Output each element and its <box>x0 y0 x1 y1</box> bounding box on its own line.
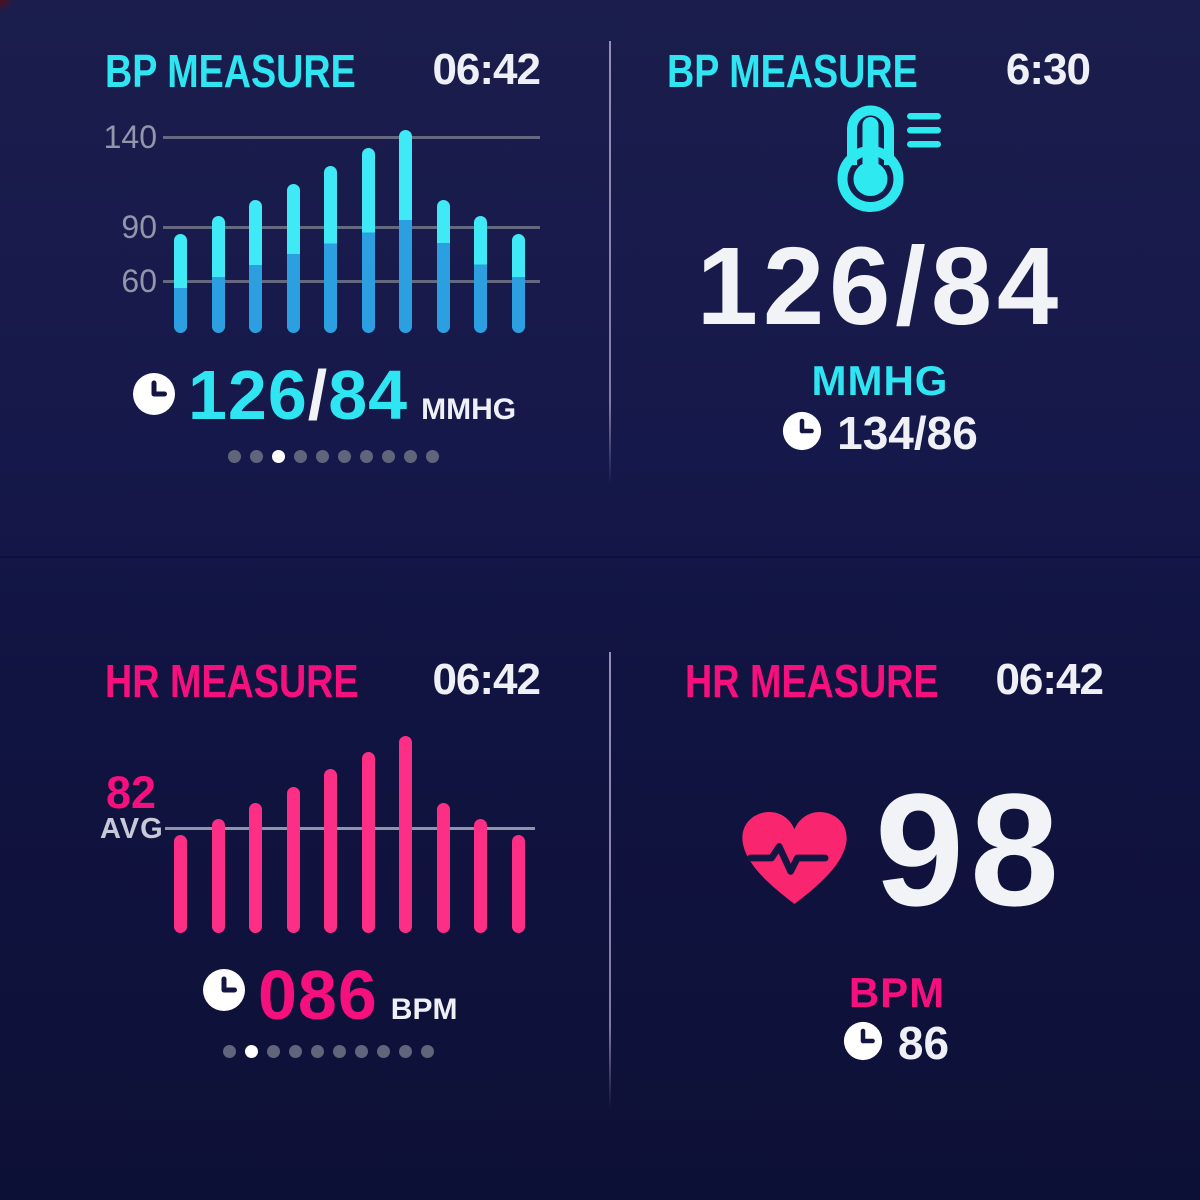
page-dot[interactable] <box>289 1045 302 1058</box>
axis-tick-label: 60 <box>121 263 157 299</box>
page-dot[interactable] <box>404 450 417 463</box>
pagination-dots[interactable] <box>228 450 439 463</box>
page-dot[interactable] <box>338 450 351 463</box>
panel-header: HR MEASURE 06:42 <box>640 655 1120 707</box>
hr-bar-chart <box>80 650 560 1190</box>
vertical-divider <box>609 652 611 1109</box>
hr-bar <box>324 768 338 933</box>
hr-reading-value: 086 <box>258 956 378 1034</box>
panel-time: 06:42 <box>432 655 541 704</box>
hr-unit-label: BPM <box>390 993 458 1026</box>
bp-history-panel: BP MEASURE 06:42 140 90 60 126/84 MMHG <box>80 40 560 580</box>
hr-bar <box>174 835 188 933</box>
hr-bar <box>249 802 263 933</box>
panel-title: HR MEASURE <box>685 655 939 707</box>
avg-value: 82 <box>105 767 157 818</box>
hr-bar <box>512 835 525 933</box>
page-dot[interactable] <box>267 1045 280 1058</box>
page-dot[interactable] <box>223 1045 236 1058</box>
hr-bar <box>211 819 225 933</box>
gridline <box>163 279 540 283</box>
avg-label: AVG <box>100 813 164 845</box>
axis-tick-label: 90 <box>121 209 157 245</box>
hr-history-panel: HR MEASURE 06:42 82 AVG 086 BPM <box>80 650 560 1190</box>
bp-bar <box>474 216 488 333</box>
hr-bar <box>286 786 300 933</box>
clock-icon <box>843 1021 883 1066</box>
page-dot[interactable] <box>382 450 395 463</box>
panel-title: BP MEASURE <box>667 45 918 97</box>
page-dot-active[interactable] <box>272 450 285 463</box>
photo-artifact <box>0 0 14 11</box>
previous-reading-row: 86 <box>656 1020 1136 1066</box>
panel-header: HR MEASURE 06:42 <box>80 655 560 707</box>
bp-unit-label: MMHG <box>421 393 517 426</box>
panel-time: 06:42 <box>432 45 541 94</box>
hr-bar <box>474 819 488 933</box>
panel-title: HR MEASURE <box>105 655 359 707</box>
page-dot[interactable] <box>399 1045 412 1058</box>
hr-current-panel: HR MEASURE 06:42 98 BPM 86 <box>640 650 1120 1190</box>
panel-time: 6:30 <box>1005 45 1091 94</box>
gridline <box>163 225 540 229</box>
bp-bar <box>324 165 338 333</box>
bp-bar <box>436 200 450 333</box>
bp-gauge-icon <box>834 103 944 218</box>
clock-icon <box>132 372 176 421</box>
hr-bar <box>399 736 413 933</box>
panel-time: 06:42 <box>995 655 1104 704</box>
previous-reading-row: 134/86 <box>640 410 1120 456</box>
bp-bar-chart: 140 90 60 <box>80 40 560 580</box>
gridline <box>163 135 540 139</box>
heart-pulse-icon <box>737 808 852 913</box>
hr-reading: 086 BPM <box>258 960 457 1030</box>
clock-icon <box>782 411 822 456</box>
clock-icon <box>202 968 246 1017</box>
bp-current-unit: MMHG <box>811 357 949 404</box>
previous-hr-value: 86 <box>897 1017 950 1069</box>
panel-header: BP MEASURE 6:30 <box>640 45 1120 97</box>
bp-bar <box>286 183 300 333</box>
bp-bar <box>512 234 525 333</box>
diastolic-value: 84 <box>328 356 409 434</box>
page-dot[interactable] <box>333 1045 346 1058</box>
page-dot[interactable] <box>316 450 329 463</box>
page-dot[interactable] <box>228 450 241 463</box>
bp-current-value: 126/84 <box>696 225 1064 348</box>
page-dot[interactable] <box>311 1045 324 1058</box>
bp-bar <box>211 216 225 333</box>
panel-title: BP MEASURE <box>105 45 356 97</box>
hr-current-unit: BPM <box>848 969 946 1016</box>
page-dot[interactable] <box>377 1045 390 1058</box>
bp-current-panel: BP MEASURE 6:30 126/84 MMHG <box>640 40 1120 580</box>
page-dot[interactable] <box>426 450 439 463</box>
hr-bar <box>361 752 375 933</box>
page-dot[interactable] <box>360 450 373 463</box>
pagination-dots[interactable] <box>223 1045 434 1058</box>
vertical-divider <box>609 41 611 484</box>
page-dot[interactable] <box>294 450 307 463</box>
hr-current-value: 98 <box>875 760 1065 939</box>
page-dot[interactable] <box>421 1045 434 1058</box>
bp-bar <box>399 129 413 333</box>
page-dot[interactable] <box>355 1045 368 1058</box>
hr-bar <box>436 802 450 933</box>
bp-bar <box>174 234 188 333</box>
bp-separator: / <box>307 356 329 434</box>
panel-header: BP MEASURE 06:42 <box>80 45 560 97</box>
systolic-value: 126 <box>188 356 308 434</box>
screens-seam <box>0 556 1200 558</box>
avg-line <box>165 826 535 830</box>
bp-reading: 126/84 MMHG <box>188 360 516 430</box>
previous-bp-value: 134/86 <box>837 407 978 459</box>
axis-tick-label: 140 <box>103 119 157 155</box>
bp-bar <box>249 200 263 333</box>
page-dot[interactable] <box>250 450 263 463</box>
page-dot-active[interactable] <box>245 1045 258 1058</box>
bp-bar <box>361 147 375 333</box>
